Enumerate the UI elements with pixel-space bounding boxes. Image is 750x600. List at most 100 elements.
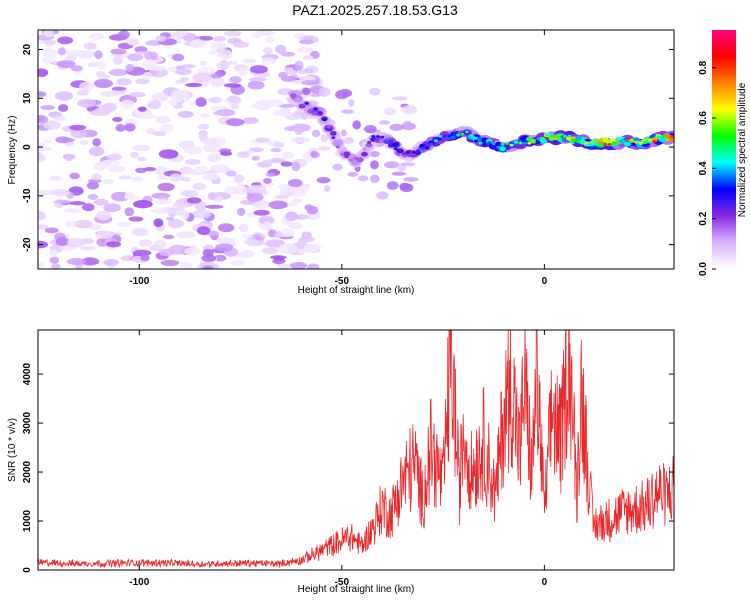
heatmap-cell <box>302 87 311 96</box>
heatmap-cell <box>594 139 599 142</box>
heatmap-cell <box>210 77 226 87</box>
heatmap-cell <box>137 106 147 112</box>
heatmap-cell <box>38 91 47 97</box>
colorbar-tick-label: 0.8 <box>698 60 709 74</box>
heatmap-cell <box>274 256 285 262</box>
heatmap-cell <box>367 141 371 144</box>
heatmap-cell <box>167 66 177 73</box>
heatmap-cell <box>80 257 100 266</box>
heatmap-cell <box>223 83 242 88</box>
heatmap-cell <box>580 139 585 143</box>
snr-series-line <box>38 330 674 569</box>
heatmap-cell <box>208 49 217 56</box>
heatmap-cell <box>254 137 270 143</box>
heatmap-cell <box>132 144 151 152</box>
heatmap-cell <box>309 108 313 112</box>
heatmap-cell <box>264 36 275 43</box>
spectrogram-x-axis-label: Height of straight line (km) <box>298 285 415 296</box>
heatmap-cell <box>224 186 242 194</box>
heatmap-cell <box>348 99 355 107</box>
heatmap-cell <box>341 109 355 114</box>
heatmap-cell <box>292 198 303 203</box>
heatmap-cell <box>38 262 45 268</box>
heatmap-cell <box>329 131 337 136</box>
heatmap-cell <box>103 259 120 266</box>
heatmap-cell <box>402 120 413 130</box>
heatmap-cell <box>334 140 342 146</box>
heatmap-cell <box>424 146 429 150</box>
heatmap-cell <box>563 134 567 138</box>
heatmap-cells <box>38 30 674 269</box>
heatmap-cell <box>134 46 148 53</box>
heatmap-cell <box>124 191 134 199</box>
heatmap-cell <box>401 105 418 115</box>
heatmap-cell <box>156 175 169 180</box>
heatmap-cell <box>137 156 147 162</box>
heatmap-cell <box>340 152 345 156</box>
heatmap-cell <box>205 204 224 209</box>
heatmap-cell <box>196 165 208 173</box>
heatmap-cell <box>41 47 54 53</box>
colorbar-tick-label: 0.0 <box>698 262 709 276</box>
heatmap-cell <box>38 68 49 77</box>
heatmap-cell <box>128 216 144 222</box>
heatmap-cell <box>545 133 550 137</box>
heatmap-cell <box>124 207 135 217</box>
heatmap-cell <box>392 142 400 147</box>
heatmap-cell <box>166 216 175 221</box>
heatmap-cell <box>365 142 373 148</box>
heatmap-cell <box>326 125 331 129</box>
heatmap-cell <box>177 110 194 118</box>
heatmap-cell <box>192 182 206 191</box>
heatmap-cell <box>209 164 230 173</box>
heatmap-cell <box>262 177 272 184</box>
heatmap-cell <box>301 80 320 86</box>
heatmap-cell <box>278 243 298 254</box>
heatmap-cell <box>113 55 124 66</box>
heatmap-cell <box>57 47 67 56</box>
heatmap-cell <box>130 151 139 158</box>
heatmap-cell <box>214 254 227 262</box>
heatmap-cell <box>407 153 412 157</box>
heatmap-cell <box>369 150 380 158</box>
spectrogram-y-ticks: 20 10 0 -10 -20 <box>22 44 674 252</box>
heatmap-cell <box>612 141 616 145</box>
heatmap-cell <box>57 36 74 45</box>
heatmap-cell <box>213 111 230 116</box>
heatmap-cell <box>280 51 295 57</box>
heatmap-cell <box>211 42 228 51</box>
heatmap-cell <box>522 141 527 145</box>
heatmap-cell <box>246 184 266 194</box>
heatmap-cell <box>273 231 283 239</box>
heatmap-cell <box>389 139 394 143</box>
heatmap-cell <box>194 201 208 211</box>
heatmap-cell <box>138 239 153 247</box>
heatmap-cell <box>176 231 195 239</box>
heatmap-cell <box>117 221 132 227</box>
heatmap-cell <box>322 118 327 122</box>
heatmap-cell <box>447 135 452 138</box>
heatmap-cell <box>291 161 301 172</box>
heatmap-cell <box>127 53 144 62</box>
heatmap-cell <box>116 78 132 86</box>
heatmap-cell <box>38 210 46 221</box>
heatmap-cell <box>91 173 102 181</box>
colorbar-tick-label: 0.6 <box>698 111 709 125</box>
heatmap-cell <box>302 55 314 60</box>
heatmap-cell <box>500 142 505 146</box>
figure-title: PAZ1.2025.257.18.53.G13 <box>292 2 458 18</box>
heatmap-cell <box>40 105 56 110</box>
heatmap-cell <box>469 134 474 137</box>
heatmap-cell <box>420 147 425 151</box>
heatmap-cell <box>616 140 621 144</box>
heatmap-cell <box>62 208 82 213</box>
heatmap-cell <box>487 141 492 145</box>
heatmap-cell <box>310 150 318 158</box>
spectrogram-panel: -100 -50 0 20 10 0 -10 -20 Height of straight … <box>7 29 675 296</box>
heatmap-cell <box>576 140 581 144</box>
heatmap-cell <box>243 238 259 246</box>
heatmap-cell <box>317 146 330 151</box>
heatmap-cell <box>83 42 97 50</box>
heatmap-cell <box>263 47 273 55</box>
heatmap-cell <box>153 239 167 250</box>
